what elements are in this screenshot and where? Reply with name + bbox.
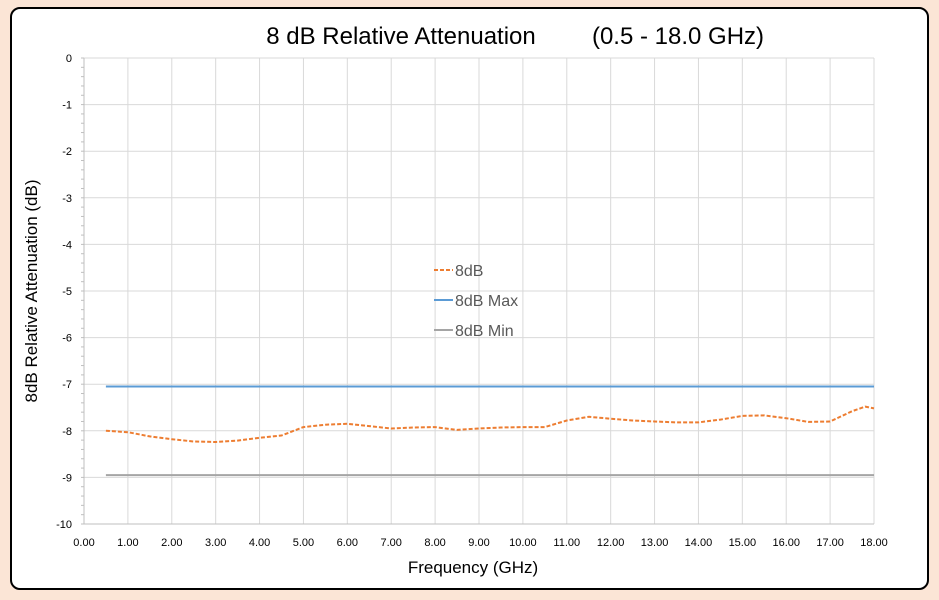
x-tick-label: 5.00 [293,537,314,549]
y-tick-label: 0 [66,53,72,65]
x-tick-label: 14.00 [685,537,713,549]
legend-label-8db: 8dB [455,263,483,280]
legend-label-8db-min: 8dB Min [455,323,514,340]
x-tick-label: 8.00 [424,537,445,549]
y-tick-label: -5 [62,286,72,298]
chart-title-range: (0.5 - 18.0 GHz) [592,23,764,50]
tick-labels: 0.00 1.00 2.00 3.00 4.00 5.00 6.00 7.00 8.00 9.00… [56,53,888,549]
x-tick-label: 9.00 [468,537,489,549]
y-tick-label: -7 [62,379,72,391]
x-tick-label: 10.00 [509,537,537,549]
x-tick-label: 1.00 [117,537,138,549]
y-axis-title: 8dB Relative Attenuation (dB) [22,179,41,402]
y-tick-label: -8 [62,426,72,438]
legend: 8dB 8dB Max 8dB Min [434,263,518,340]
x-tick-label: 18.00 [860,537,888,549]
y-tick-label: -1 [62,100,72,112]
series-line-8db [105,405,875,443]
y-tick-label: -10 [56,519,72,531]
chart-title: 8 dB Relative Attenuation [266,23,536,50]
y-tick-label: -3 [62,193,72,205]
y-tick-label: -4 [62,239,72,251]
y-tick-label: -6 [62,333,72,345]
y-tick-label: -2 [62,146,72,158]
x-tick-label: 17.00 [816,537,844,549]
x-tick-label: 15.00 [729,537,757,549]
x-tick-label: 7.00 [381,537,402,549]
axes [81,57,874,525]
series-lines [105,385,875,477]
x-tick-label: 3.00 [205,537,226,549]
x-tick-label: 13.00 [641,537,669,549]
grid-lines [84,57,875,525]
y-tick-label: -9 [62,472,72,484]
x-tick-label: 11.00 [553,537,580,549]
x-tick-label: 16.00 [772,537,800,549]
x-tick-label: 4.00 [249,537,270,549]
x-tick-label: 6.00 [337,537,358,549]
x-tick-label: 12.00 [597,537,625,549]
x-axis-title: Frequency (GHz) [408,558,538,577]
x-tick-label: 2.00 [161,537,182,549]
legend-label-8db-max: 8dB Max [455,293,518,310]
x-tick-label: 0.00 [73,537,94,549]
